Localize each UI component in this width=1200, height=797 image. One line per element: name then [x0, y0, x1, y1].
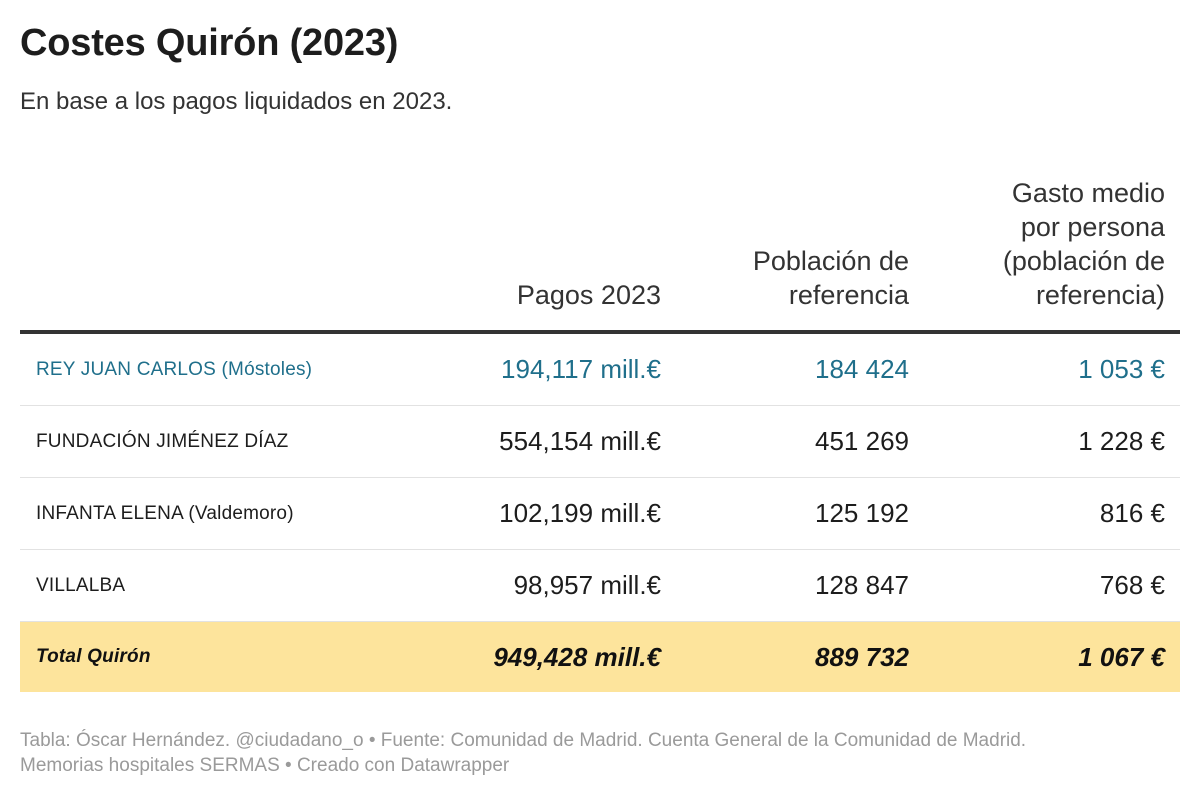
- header-text: Pagos 2023: [516, 280, 661, 310]
- column-header-poblacion[interactable]: Población de referencia: [669, 244, 909, 312]
- cell-poblacion: 451 269: [815, 426, 909, 456]
- row-name: VILLALBA: [36, 575, 126, 596]
- chart-footer: Tabla: Óscar Hernández. @ciudadano_o • F…: [20, 728, 1180, 778]
- header-line: referencia: [788, 280, 909, 310]
- total-name: Total Quirón: [36, 646, 151, 667]
- cell-gasto: 816 €: [1099, 498, 1165, 528]
- table-row: INFANTA ELENA (Valdemoro) 102,199 mill.€…: [20, 478, 1180, 550]
- header-line: referencia): [1035, 280, 1165, 310]
- total-gasto: 1 067 €: [1078, 642, 1165, 672]
- table-header: Pagos 2023 Población de referencia Gasto…: [20, 170, 1180, 334]
- table-row: FUNDACIÓN JIMÉNEZ DÍAZ 554,154 mill.€ 45…: [20, 406, 1180, 478]
- row-name: REY JUAN CARLOS (Móstoles): [36, 359, 313, 380]
- footer-credit-line: Memorias hospitales SERMAS • Creado con …: [20, 755, 510, 776]
- total-row: Total Quirón 949,428 mill.€ 889 732 1 06…: [20, 622, 1180, 692]
- chart-title: Costes Quirón (2023): [20, 22, 399, 64]
- header-line: (población de: [1002, 246, 1165, 276]
- data-table: Pagos 2023 Población de referencia Gasto…: [20, 170, 1180, 692]
- footer-source-line: Tabla: Óscar Hernández. @ciudadano_o • F…: [20, 730, 1027, 751]
- cell-poblacion: 184 424: [815, 354, 909, 384]
- row-name: FUNDACIÓN JIMÉNEZ DÍAZ: [36, 431, 289, 452]
- cell-pagos: 98,957 mill.€: [513, 570, 661, 600]
- cell-gasto: 1 053 €: [1078, 354, 1165, 384]
- cell-pagos: 554,154 mill.€: [499, 426, 661, 456]
- column-header-pagos[interactable]: Pagos 2023: [361, 278, 661, 312]
- cell-gasto: 1 228 €: [1078, 426, 1165, 456]
- cell-poblacion: 128 847: [815, 570, 909, 600]
- table-row: REY JUAN CARLOS (Móstoles) 194,117 mill.…: [20, 334, 1180, 406]
- header-line: Población de: [752, 246, 909, 276]
- table-row: VILLALBA 98,957 mill.€ 128 847 768 €: [20, 550, 1180, 622]
- cell-gasto: 768 €: [1099, 570, 1165, 600]
- cell-poblacion: 125 192: [815, 498, 909, 528]
- header-line: Gasto medio: [1011, 178, 1165, 208]
- total-pagos: 949,428 mill.€: [493, 642, 661, 672]
- chart-subtitle: En base a los pagos liquidados en 2023.: [20, 88, 453, 115]
- row-name: INFANTA ELENA (Valdemoro): [36, 503, 294, 524]
- header-line: por persona: [1020, 212, 1165, 242]
- cell-pagos: 102,199 mill.€: [499, 498, 661, 528]
- column-header-gasto[interactable]: Gasto medio por persona (población de re…: [925, 176, 1165, 312]
- cell-pagos: 194,117 mill.€: [501, 354, 661, 384]
- total-poblacion: 889 732: [815, 642, 909, 672]
